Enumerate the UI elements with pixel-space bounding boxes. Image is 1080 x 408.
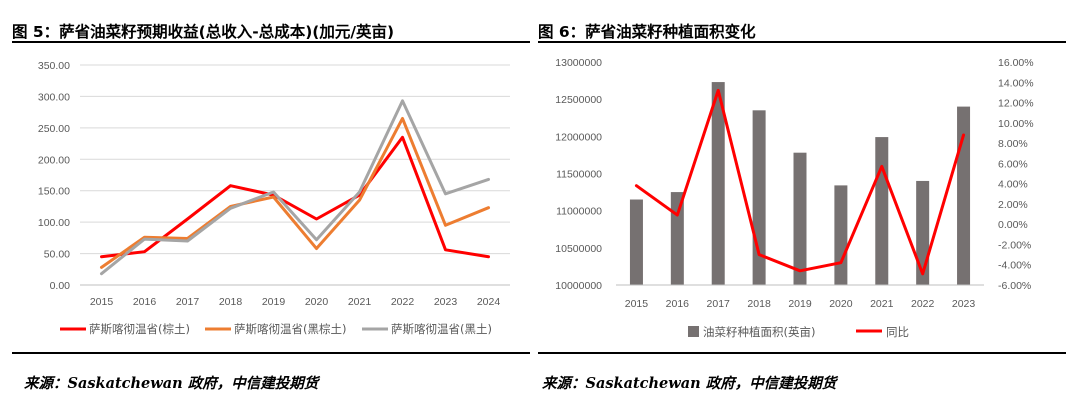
y2-tick-label: 14.00% bbox=[998, 77, 1034, 89]
y-tick-label: 13000000 bbox=[555, 57, 602, 69]
y-tick-label: 11500000 bbox=[556, 169, 602, 181]
right-title-rule bbox=[538, 41, 1066, 43]
bar bbox=[793, 152, 807, 285]
right-chart-title: 图 6：萨省油菜籽种植面积变化 bbox=[538, 23, 756, 41]
x-tick-label: 2023 bbox=[952, 298, 976, 310]
y-tick-label: 350.00 bbox=[38, 60, 70, 72]
y-tick-label: 12000000 bbox=[555, 131, 602, 143]
bar bbox=[629, 199, 643, 285]
right-bottom-rule bbox=[538, 352, 1066, 354]
x-tick-label: 2016 bbox=[133, 296, 157, 308]
legend-label: 油菜籽种植面积(英亩) bbox=[703, 325, 815, 339]
left-bottom-rule bbox=[12, 352, 530, 354]
y-tick-label: 200.00 bbox=[38, 154, 70, 166]
legend-label: 同比 bbox=[886, 325, 909, 339]
x-tick-label: 2017 bbox=[176, 296, 200, 308]
bar bbox=[957, 106, 971, 285]
yoy-line bbox=[634, 88, 966, 276]
x-tick-label: 2018 bbox=[219, 296, 243, 308]
x-tick-label: 2015 bbox=[90, 296, 114, 308]
bar bbox=[834, 185, 848, 285]
x-tick-label: 2020 bbox=[305, 296, 329, 308]
y2-tick-label: 0.00% bbox=[998, 219, 1028, 231]
x-tick-label: 2022 bbox=[391, 296, 415, 308]
x-tick-label: 2024 bbox=[477, 296, 501, 308]
series-line bbox=[100, 116, 490, 269]
y2-tick-label: -2.00% bbox=[998, 239, 1031, 251]
legend-label: 萨斯喀彻温省(黑棕土) bbox=[234, 322, 346, 336]
series-line bbox=[100, 99, 490, 276]
y-tick-label: 0.00 bbox=[50, 280, 71, 292]
y2-tick-label: 6.00% bbox=[998, 158, 1028, 170]
y-tick-label: 50.00 bbox=[44, 249, 70, 261]
x-tick-label: 2022 bbox=[911, 298, 935, 310]
right-bar-line-chart: 10000000 10500000 11000000 11500000 12000000… bbox=[555, 57, 1034, 339]
bar bbox=[875, 137, 889, 285]
y-tick-label: 11000000 bbox=[556, 206, 602, 218]
y-tick-label: 12500000 bbox=[555, 94, 602, 106]
x-tick-label: 2021 bbox=[870, 298, 894, 310]
legend-swatch bbox=[688, 326, 699, 337]
y2-tick-label: 2.00% bbox=[998, 199, 1028, 211]
y2-tick-label: 8.00% bbox=[998, 138, 1028, 150]
y-tick-label: 10000000 bbox=[555, 280, 602, 292]
right-source-note: 来源：Saskatchewan 政府，中信建投期货 bbox=[542, 375, 837, 392]
y2-tick-label: 10.00% bbox=[998, 118, 1034, 130]
x-tick-label: 2019 bbox=[788, 298, 812, 310]
y2-tick-label: -4.00% bbox=[998, 260, 1031, 272]
bar bbox=[711, 82, 725, 285]
left-title-rule bbox=[12, 41, 530, 43]
bar bbox=[670, 192, 684, 285]
x-tick-label: 2019 bbox=[262, 296, 286, 308]
x-tick-label: 2023 bbox=[434, 296, 458, 308]
x-tick-label: 2017 bbox=[707, 298, 731, 310]
left-chart-title: 图 5：萨省油菜籽预期收益(总收入-总成本)(加元/英亩) bbox=[12, 23, 395, 41]
y-tick-label: 150.00 bbox=[38, 186, 70, 198]
y-tick-label: 10500000 bbox=[555, 243, 602, 255]
left-source-note: 来源：Saskatchewan 政府，中信建投期货 bbox=[24, 375, 319, 392]
y2-tick-label: 12.00% bbox=[998, 98, 1034, 110]
y-tick-label: 250.00 bbox=[38, 123, 70, 135]
x-tick-label: 2015 bbox=[625, 298, 649, 310]
y-tick-label: 100.00 bbox=[38, 217, 70, 229]
x-tick-label: 2018 bbox=[747, 298, 771, 310]
x-tick-label: 2020 bbox=[829, 298, 853, 310]
x-tick-label: 2016 bbox=[666, 298, 690, 310]
y2-tick-label: -6.00% bbox=[998, 280, 1031, 292]
y2-tick-label: 16.00% bbox=[998, 57, 1034, 69]
series-line bbox=[100, 135, 490, 259]
y-tick-label: 300.00 bbox=[38, 91, 70, 103]
x-tick-label: 2021 bbox=[348, 296, 372, 308]
left-line-chart: 0.00 50.00 100.00 150.00 200.00 250.00 300.00 3… bbox=[38, 60, 510, 336]
y2-tick-label: 4.00% bbox=[998, 179, 1028, 191]
legend-label: 萨斯喀彻温省(棕土) bbox=[89, 322, 190, 336]
legend-label: 萨斯喀彻温省(黑土) bbox=[391, 322, 492, 336]
bar bbox=[752, 110, 766, 285]
